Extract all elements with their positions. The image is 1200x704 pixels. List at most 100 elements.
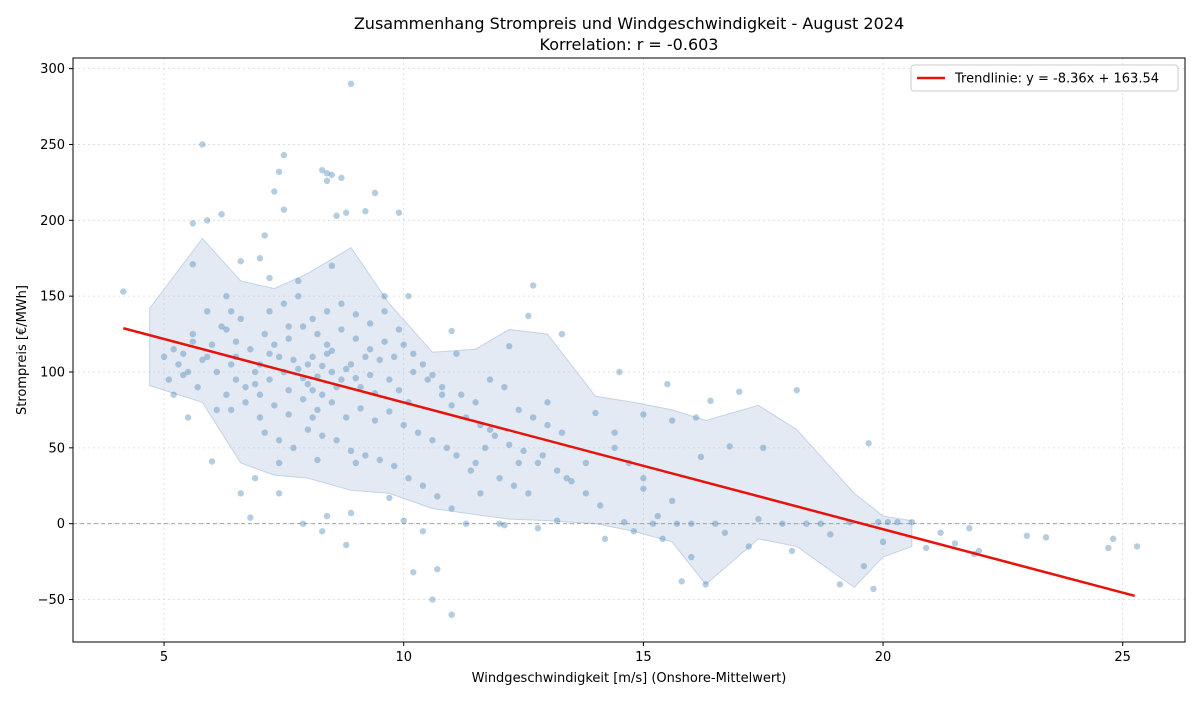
scatter-point: [347, 361, 355, 368]
scatter-point: [597, 502, 604, 509]
scatter-point: [438, 391, 446, 398]
scatter-point: [232, 338, 240, 345]
scatter-point: [323, 308, 331, 315]
legend: Trendlinie: y = -8.36x + 163.54: [910, 64, 1179, 92]
scatter-point: [338, 300, 345, 307]
trend-line: [123, 327, 1135, 598]
scatter-point: [328, 399, 336, 406]
scatter-point: [544, 399, 551, 406]
scatter-point: [323, 177, 331, 185]
scatter-point: [975, 547, 983, 555]
scatter-point: [218, 323, 225, 330]
scatter-point: [668, 497, 676, 505]
scatter-point: [232, 376, 240, 383]
scatter-point: [419, 361, 427, 368]
scatter-point: [688, 553, 695, 561]
scatter-point: [424, 376, 431, 383]
scatter-point: [1109, 535, 1117, 543]
scatter-point: [304, 426, 312, 433]
scatter-point: [352, 335, 359, 342]
scatter-point: [405, 474, 412, 482]
scatter-point: [395, 209, 403, 216]
scatter-point: [352, 374, 359, 382]
scatter-point: [726, 443, 733, 450]
scatter-point: [328, 171, 336, 178]
scatter-point: [386, 376, 393, 383]
scatter-point: [884, 518, 892, 526]
scatter-point: [448, 505, 455, 512]
scatter-point: [237, 258, 244, 265]
scatter-point: [760, 444, 767, 452]
y-tick-label: 50: [48, 441, 65, 456]
scatter-point: [343, 209, 350, 216]
scatter-point: [362, 353, 369, 361]
scatter-point: [343, 414, 350, 421]
scatter-point: [223, 391, 230, 398]
scatter-point: [381, 292, 388, 300]
scatter-point: [165, 376, 173, 383]
x-tick-label: 15: [635, 650, 652, 665]
scatter-point: [395, 386, 403, 394]
scatter-point: [376, 456, 383, 464]
scatter-point: [237, 315, 244, 323]
scatter-point: [419, 528, 427, 535]
y-tick-label: 0: [57, 517, 65, 532]
scatter-point: [448, 611, 455, 618]
scatter-point: [376, 356, 383, 364]
scatter-point: [251, 368, 259, 376]
confidence-band-area: [149, 237, 913, 589]
chart-subtitle: Korrelation: r = -0.603: [540, 35, 719, 54]
scatter-point: [170, 346, 177, 353]
scatter-point: [668, 417, 676, 424]
scatter-point: [525, 490, 532, 497]
y-tick-label: 150: [40, 290, 65, 305]
scatter-point: [280, 151, 288, 159]
scatter-point: [275, 459, 283, 467]
scatter-point: [544, 421, 551, 429]
scatter-point: [405, 292, 412, 300]
scatter-point: [352, 459, 359, 467]
scatter-point: [443, 444, 451, 452]
scatter-point: [894, 518, 901, 526]
scatter-point: [184, 414, 192, 421]
scatter-point: [242, 399, 249, 406]
scatter-point: [505, 343, 513, 350]
scatter-point: [227, 361, 235, 368]
scatter-point: [568, 478, 575, 485]
scatter-point: [323, 170, 331, 177]
scatter-point: [688, 520, 695, 527]
scatter-point: [366, 371, 374, 379]
y-tick-label: 300: [40, 62, 65, 77]
scatter-point: [486, 376, 494, 383]
scatter-point: [227, 406, 235, 414]
scatter-point: [204, 217, 211, 224]
x-tick-label: 5: [160, 650, 168, 665]
scatter-point: [266, 350, 273, 357]
scatter-point: [328, 347, 336, 354]
scatter-point: [247, 346, 254, 353]
scatter-point: [338, 326, 345, 333]
scatter-point: [410, 569, 417, 576]
trend-line-group: [123, 327, 1135, 598]
scatter-point: [1133, 543, 1141, 550]
scatter-point: [534, 525, 542, 532]
scatter-point: [261, 232, 268, 239]
scatter-point: [261, 429, 268, 436]
scatter-point: [515, 406, 522, 414]
scatter-point: [357, 405, 364, 412]
scatter-point: [458, 391, 465, 398]
chart-title: Zusammenhang Strompreis und Windgeschwin…: [354, 14, 904, 33]
scatter-point: [472, 399, 479, 406]
legend-box: [910, 64, 1179, 92]
scatter-point: [611, 429, 618, 436]
scatter-point: [553, 467, 561, 474]
scatter-point: [319, 362, 326, 370]
scatter-point: [175, 361, 182, 368]
scatter-point: [390, 462, 398, 470]
scatter-point: [285, 335, 292, 342]
scatter-point: [366, 346, 374, 353]
scatter-point: [319, 432, 326, 439]
scatter-point: [501, 522, 508, 529]
scatter-point: [256, 391, 264, 398]
